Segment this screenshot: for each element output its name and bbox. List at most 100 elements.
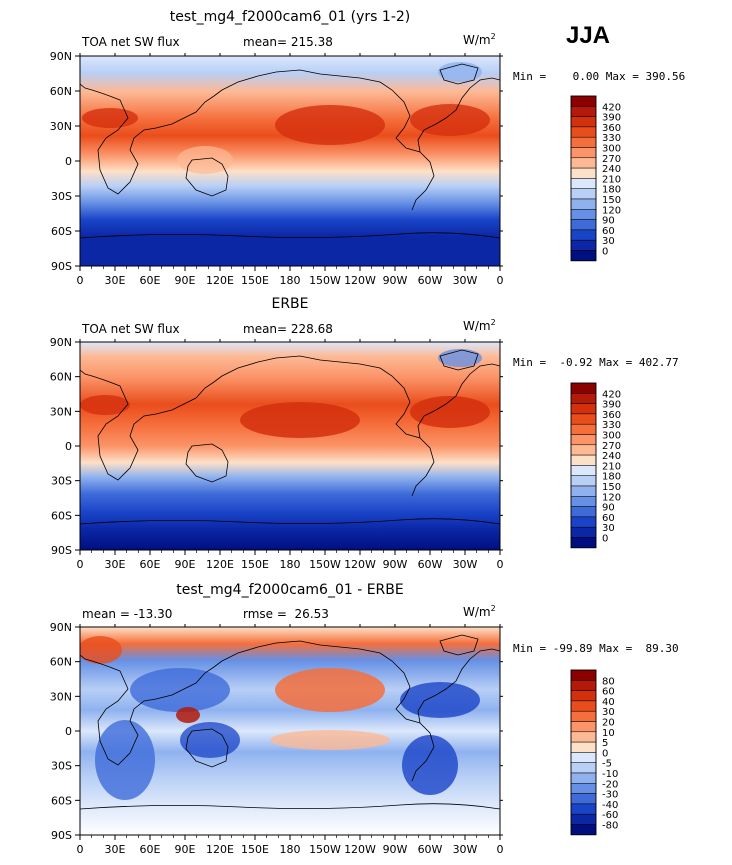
axis-ticks: 0 30E 60E 90E 120E 150E 180 150W 120W 90W 60W 30W 09… — [50, 621, 504, 856]
colorbar-label: 360 — [602, 410, 621, 421]
colorbar-frame — [570, 669, 597, 836]
y-tick-label: 90S — [51, 260, 72, 273]
x-tick-label: 90W — [383, 274, 408, 287]
zonal-field — [80, 342, 500, 550]
x-tick-label: 120E — [206, 843, 234, 856]
colorbar-label: -80 — [602, 821, 618, 832]
panel-title: test_mg4_f2000cam6_01 (yrs 1-2) — [170, 9, 411, 25]
coastlines — [80, 634, 500, 810]
west-pacific-convection — [177, 146, 233, 174]
x-tick-label: 90W — [383, 558, 408, 571]
africa-negative-bias — [95, 720, 155, 800]
colorbar-segment — [570, 219, 597, 231]
y-tick-label: 60S — [51, 509, 72, 522]
x-tick-label: 90E — [175, 558, 196, 571]
colorbar-segment — [570, 680, 597, 691]
north-pacific-positive-bias — [275, 668, 385, 712]
colorbar-segment — [570, 516, 597, 528]
mean-label: mean = -13.30 — [82, 607, 172, 621]
y-tick-label: 60S — [51, 794, 72, 807]
colorbar-segment — [570, 700, 597, 712]
x-tick-label: 150E — [241, 843, 269, 856]
colorbar-label: -5 — [602, 759, 612, 770]
colorbar-segment — [570, 793, 597, 805]
y-tick-label: 0 — [65, 440, 72, 453]
panel-title: test_mg4_f2000cam6_01 - ERBE — [176, 582, 404, 598]
x-tick-label: 0 — [497, 843, 504, 856]
colorbar-segment — [570, 178, 597, 189]
colorbar-label: 30 — [602, 707, 615, 718]
variable-label: TOA net SW flux — [81, 322, 180, 336]
axis-ticks: 0 30E 60E 90E 120E 150E 180 150W 120W 90W 60W 30W 09… — [50, 50, 504, 287]
colorbar-label: 330 — [602, 133, 621, 144]
west-coast-africa-positive-bias — [80, 636, 122, 664]
colorbar-segment — [570, 537, 597, 549]
x-tick-label: 120W — [344, 558, 376, 571]
colorbar-label: -60 — [602, 810, 618, 821]
x-tick-label: 150W — [309, 274, 341, 287]
mean-label: mean= 215.38 — [243, 35, 333, 49]
colorbar-segment — [570, 444, 597, 456]
colorbar-label: 0 — [602, 247, 608, 258]
y-tick-label: 30S — [51, 760, 72, 773]
colorbar-label: 360 — [602, 123, 621, 134]
india-positive-bias — [176, 707, 200, 723]
units-exponent: 2 — [491, 604, 496, 613]
south-america-negative-bias — [402, 735, 458, 795]
x-tick-label: 60W — [418, 274, 443, 287]
x-tick-label: 30W — [453, 843, 478, 856]
colorbar-label: 30 — [602, 236, 615, 247]
colorbar-label: 390 — [602, 400, 621, 411]
colorbar-label: -10 — [602, 769, 618, 780]
colorbar-segment — [570, 209, 597, 220]
atlantic-negative-bias — [400, 682, 480, 718]
x-tick-label: 60E — [140, 558, 161, 571]
x-tick-label: 180 — [280, 558, 301, 571]
y-tick-label: 90N — [50, 50, 72, 63]
x-tick-label: 0 — [77, 843, 84, 856]
colorbar-label: 210 — [602, 174, 621, 185]
colorbar-label: 420 — [602, 102, 621, 113]
panel-test-model: test_mg4_f2000cam6_01 (yrs 1-2) TOA net … — [50, 9, 685, 287]
x-tick-label: 60E — [140, 274, 161, 287]
colorbar-frame — [570, 95, 597, 262]
y-tick-label: 60N — [50, 656, 72, 669]
y-tick-label: 30N — [50, 690, 72, 703]
colorbar-segment — [570, 669, 597, 681]
colorbar-label: 90 — [602, 216, 615, 227]
colorbar-label: -20 — [602, 779, 618, 790]
subtropical-high-north-atlantic — [410, 396, 490, 428]
x-tick-label: 150W — [309, 558, 341, 571]
colorbar-segment — [570, 475, 597, 487]
colorbar-segment — [570, 250, 597, 262]
y-tick-label: 30N — [50, 120, 72, 133]
colorbar-segment — [570, 741, 597, 753]
panel-difference: test_mg4_f2000cam6_01 - ERBE mean = -13.… — [50, 582, 679, 856]
colorbar-segment — [570, 229, 597, 241]
x-tick-label: 30W — [453, 274, 478, 287]
season-label: JJA — [566, 22, 610, 49]
y-tick-label: 0 — [65, 155, 72, 168]
colorbar-segment — [570, 188, 597, 200]
colorbar-label: 300 — [602, 431, 621, 442]
colorbar-label: 120 — [602, 492, 621, 503]
y-tick-label: 90S — [51, 544, 72, 557]
colorbar-segment — [570, 413, 597, 425]
colorbar-segment — [570, 434, 597, 446]
colorbar-segment — [570, 167, 597, 179]
min-max-label: Min = -99.89 Max = 89.30 — [513, 642, 679, 655]
subtropical-high-north-pacific — [275, 105, 385, 145]
zonal-field — [80, 627, 500, 835]
x-tick-label: 60W — [418, 558, 443, 571]
colorbar-segment — [570, 147, 597, 159]
colorbar-label: 150 — [602, 482, 621, 493]
colorbar-segment — [570, 710, 597, 722]
x-tick-label: 120E — [206, 558, 234, 571]
colorbar-label: 240 — [602, 164, 621, 175]
min-max-label: Min = 0.00 Max = 390.56 — [513, 70, 685, 83]
y-tick-label: 90N — [50, 336, 72, 349]
colorbar-label: 0 — [602, 534, 608, 545]
colorbar-segment — [570, 136, 597, 148]
